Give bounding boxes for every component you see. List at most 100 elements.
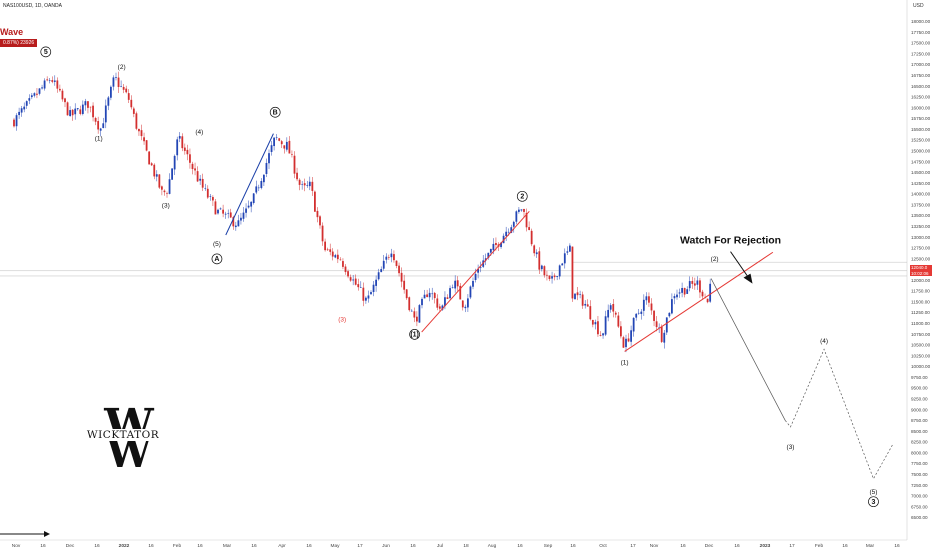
candle-body (176, 139, 179, 156)
candle-body (194, 168, 196, 171)
price-tick-label: 16250.00 (911, 95, 931, 100)
time-tick-label: Jul (437, 543, 443, 549)
candle-body (627, 338, 630, 342)
candle-body (204, 188, 207, 189)
candle-body (125, 88, 128, 93)
candle-body (645, 296, 648, 301)
price-tick-label: 16750.00 (911, 73, 931, 78)
candle-body (566, 251, 569, 253)
time-tick-label: 16 (894, 543, 900, 549)
candle-body (525, 212, 528, 228)
candle-body (15, 115, 18, 127)
candle-body (428, 292, 431, 298)
candle-body (635, 313, 638, 318)
candle-body (130, 99, 133, 108)
candle-body (339, 259, 342, 261)
price-tick-label: 16000.00 (911, 105, 931, 110)
price-tick-label: 13000.00 (911, 235, 931, 240)
wave-label: (2) (118, 64, 126, 71)
candle-body (354, 278, 357, 285)
price-tick-label: 14250.00 (911, 181, 931, 186)
candle-body (431, 293, 434, 295)
candle-body (255, 186, 258, 193)
candle-body (561, 263, 564, 266)
candle-body (321, 225, 324, 242)
candle-body (699, 280, 701, 293)
candle-body (217, 209, 219, 214)
candle-body (512, 221, 515, 227)
candle-body (268, 153, 270, 164)
symbol-label[interactable]: NAS100USD, 1D, OANDA (3, 3, 62, 9)
wave-label: (3) (162, 202, 170, 209)
candle-body (143, 137, 145, 142)
time-tick-label: 16 (251, 543, 257, 549)
candle-body (609, 305, 612, 310)
price-tick-label: 14500.00 (911, 170, 931, 175)
candle-body (701, 291, 704, 297)
candle-body (260, 181, 263, 189)
candle-body (140, 130, 143, 137)
candle-body (709, 283, 712, 302)
candle-body (591, 319, 594, 325)
candle-body (112, 77, 115, 87)
time-tick-label: 16 (94, 543, 100, 549)
candle-body (293, 155, 296, 174)
candle-body (349, 277, 352, 281)
candle-body (579, 294, 581, 295)
candle-body (191, 163, 194, 170)
time-tick-label: 17 (630, 543, 636, 549)
candle-body (467, 298, 469, 308)
price-tick-label: 11250.00 (911, 310, 930, 315)
candle-body (97, 121, 100, 130)
candle-body (79, 109, 82, 114)
candle-body (581, 294, 584, 306)
candle-body (398, 265, 400, 274)
price-tick-label: 8500.00 (911, 429, 928, 434)
candle-body (472, 280, 474, 287)
candle-body (597, 321, 599, 335)
price-tick-label: 15000.00 (911, 148, 931, 153)
candle-body (224, 213, 227, 215)
candle-body (642, 299, 645, 311)
candle-body (556, 276, 559, 277)
candle-body (620, 326, 622, 337)
projection-leg-down (710, 278, 786, 421)
price-tick-label: 7000.00 (911, 494, 928, 499)
candle-body (510, 227, 513, 233)
candle-body (178, 136, 181, 139)
candle-body (252, 193, 255, 204)
watch-for-rejection-annotation: Watch For Rejection (680, 235, 781, 247)
candle-body (324, 241, 326, 251)
candle-body (155, 174, 158, 177)
candle-body (551, 276, 553, 279)
wave-label-circle (516, 190, 528, 202)
candle-body (257, 187, 260, 189)
candle-body (331, 251, 334, 257)
time-tick-label: 17 (357, 543, 363, 549)
candle-body (671, 299, 673, 314)
candle-body (594, 322, 597, 325)
candle-body (477, 269, 479, 273)
candle-body (405, 289, 408, 299)
price-tick-label: 10750.00 (911, 332, 931, 337)
candle-body (148, 151, 151, 165)
candle-body (444, 297, 446, 306)
wave-label-circle (269, 106, 281, 118)
candle-body (563, 253, 566, 264)
price-tick-label: 6500.00 (911, 515, 928, 520)
candle-body (382, 260, 385, 269)
candle-body (53, 80, 56, 82)
price-tick-label: 13250.00 (911, 224, 931, 229)
candle-body (56, 80, 59, 89)
candle-body (33, 93, 36, 96)
candle-body (456, 280, 459, 287)
time-tick-label: 16 (148, 543, 154, 549)
candle-body (505, 231, 508, 237)
candle-body (265, 162, 268, 174)
price-tick-label: 10000.00 (911, 364, 931, 369)
candle-body (676, 294, 678, 298)
candle-body (76, 108, 79, 110)
candle-body (436, 298, 439, 308)
candle-body (586, 304, 589, 307)
